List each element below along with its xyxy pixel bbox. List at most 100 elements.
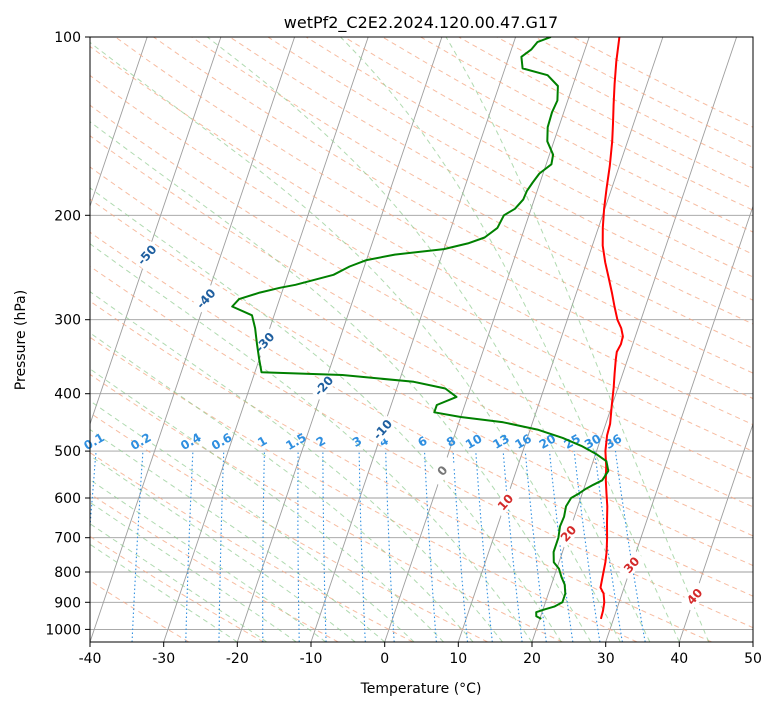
isotherm-line	[310, 37, 517, 642]
mixing-ratio-line	[573, 451, 601, 642]
isotherm-label-bg	[133, 240, 162, 270]
dry-adiabat-line	[90, 452, 414, 642]
moist-adiabat-line	[340, 37, 680, 642]
dry-adiabat-line	[229, 37, 753, 325]
dry-adiabat-line	[90, 493, 339, 642]
y-tick-label: 100	[54, 30, 81, 46]
dry-adiabat-line	[90, 412, 488, 642]
x-axis-label: Temperature (°C)	[360, 681, 482, 697]
y-axis-label: Pressure (hPa)	[13, 290, 29, 390]
moist-adiabat-line	[90, 479, 327, 642]
mixing-ratio-line	[297, 451, 300, 642]
moist-adiabat-line	[90, 455, 356, 642]
mixing-ratio-line	[548, 451, 574, 642]
isotherm-line	[457, 37, 664, 642]
x-tick-label: 30	[597, 651, 615, 667]
dry-adiabat-line	[90, 104, 753, 480]
y-tick-label: 800	[54, 565, 81, 581]
mixing-ratio-label: 6	[415, 433, 429, 449]
moist-adiabat-line	[90, 368, 444, 642]
x-tick-label: -30	[152, 651, 175, 667]
y-tick-label: 1000	[45, 622, 81, 638]
mixing-ratio-label: 8	[444, 433, 458, 449]
isotherm-line	[90, 37, 296, 642]
chart-title: wetPf2_C2E2.2024.120.00.47.G17	[284, 13, 558, 33]
mixing-ratio-label: 0.4	[178, 430, 203, 453]
background-lines	[0, 37, 753, 642]
y-tick-label: 700	[54, 531, 81, 547]
isotherm-label-bg	[491, 487, 520, 517]
mixing-ratio-line	[614, 451, 646, 642]
mixing-ratio-line	[594, 451, 623, 642]
dry-adiabat-line	[90, 336, 638, 642]
isotherm-label-bg	[368, 415, 397, 444]
mixing-ratio-label: 10	[463, 431, 484, 451]
x-tick-label: -20	[226, 651, 249, 667]
x-tick-label: 50	[744, 651, 762, 667]
y-tick-label: 900	[54, 595, 81, 611]
mixing-ratio-label: 0.2	[128, 430, 153, 453]
x-tick-label: 20	[523, 651, 541, 667]
moist-adiabat-line	[90, 332, 474, 642]
isotherm-line	[90, 37, 148, 208]
mixing-ratio-line	[524, 451, 547, 642]
mixing-ratio-label: 0.6	[209, 430, 234, 453]
isotherm-label-bg	[192, 284, 221, 314]
mixing-ratio-label: 0.1	[81, 430, 106, 453]
plot-frame	[89, 36, 754, 643]
x-tick-label: -10	[300, 651, 323, 667]
mixing-ratio-label: 1	[255, 433, 269, 449]
mixing-ratio-label: 1.5	[283, 430, 308, 453]
mixing-ratio-label: 16	[513, 431, 534, 451]
x-tick-label: 40	[670, 651, 688, 667]
axis-ticks: -40 -30 -20 -10 0 10 20 30 40 5010020030040050060…	[45, 30, 762, 667]
mixing-ratio-line	[385, 451, 395, 642]
y-tick-label: 400	[54, 387, 81, 403]
mixing-ratio-line	[358, 451, 366, 642]
isotherm-line	[384, 37, 590, 642]
isotherm-line	[605, 204, 753, 642]
mixing-ratio-line	[218, 451, 225, 642]
x-tick-label: 0	[380, 651, 389, 667]
y-tick-label: 200	[54, 208, 81, 224]
mixing-ratio-line	[452, 451, 469, 642]
moist-adiabat-line	[90, 187, 562, 642]
isotherm-line	[531, 37, 738, 642]
dry-adiabat-line	[90, 300, 712, 642]
isotherm-label-bg	[617, 550, 646, 580]
mixing-ratio-label: 2	[314, 433, 328, 449]
dry-adiabat-line	[420, 37, 753, 211]
dry-adiabat-line	[90, 45, 753, 426]
isotherm-line	[90, 37, 222, 426]
moist-adiabat-line	[90, 41, 621, 642]
mixing-ratio-line	[262, 451, 265, 642]
profile-series-2	[231, 37, 610, 620]
moist-adiabat-line	[206, 37, 651, 642]
moist-adiabat-line	[90, 523, 268, 642]
isotherm-label-bg	[428, 456, 457, 486]
profile-lines	[231, 37, 624, 620]
profile-series-1	[599, 37, 624, 620]
moist-adiabat-line	[90, 543, 238, 642]
isotherm-line	[752, 640, 753, 642]
y-tick-label: 500	[54, 444, 81, 460]
background-line-labels: 0.1 0.2 0.4 0.6 1 1.5 2 3 4 6 8 10 13 16 20 25 30 36-50-4…	[81, 240, 709, 611]
dry-adiabat-line	[458, 37, 753, 190]
dry-adiabat-line	[267, 37, 753, 301]
dry-adiabat-line	[90, 535, 264, 642]
dry-adiabat-line	[572, 37, 753, 128]
moist-adiabat-line	[90, 501, 297, 642]
dry-adiabat-line	[90, 198, 753, 567]
moist-adiabat-line	[90, 291, 503, 642]
y-tick-label: 300	[54, 313, 81, 329]
moist-adiabat-line	[90, 121, 592, 642]
isotherm-label-bg	[309, 371, 338, 401]
dry-adiabat-line	[382, 37, 753, 233]
x-tick-label: -40	[79, 651, 102, 667]
dry-adiabat-line	[90, 265, 753, 629]
y-tick-label: 600	[54, 491, 81, 507]
moist-adiabat-line	[90, 428, 386, 642]
moist-adiabat-line	[90, 243, 533, 642]
isotherm-line	[0, 37, 74, 642]
